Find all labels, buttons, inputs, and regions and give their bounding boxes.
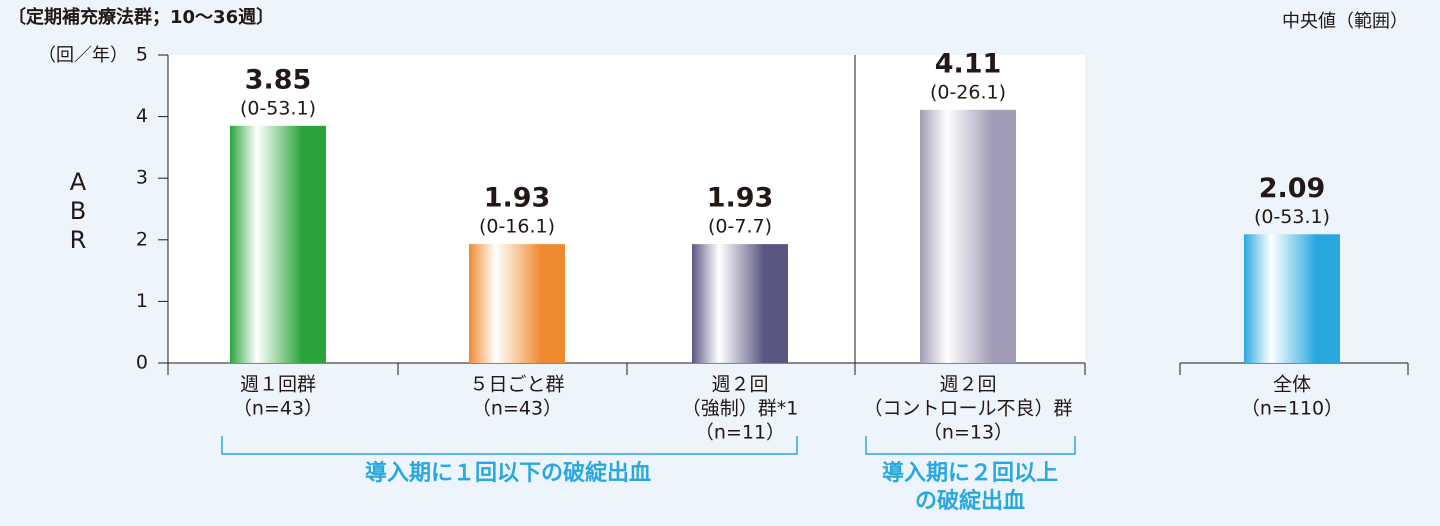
- bar: [692, 244, 788, 363]
- x-tick-label: （n=43）: [233, 398, 323, 420]
- value-label: 1.93: [707, 183, 774, 214]
- range-label: (0-7.7): [708, 216, 772, 238]
- x-tick-label: （強制）群*1: [682, 398, 799, 420]
- y-tick-label: 0: [136, 352, 148, 374]
- value-label: 3.85: [245, 64, 312, 95]
- value-label: 1.93: [484, 183, 551, 214]
- y-tick-label: 1: [136, 290, 148, 312]
- bar: [1244, 234, 1340, 363]
- legend-note: 中央値（範囲）: [1282, 11, 1408, 32]
- range-label: (0-16.1): [479, 216, 555, 238]
- y-tick-label: 3: [136, 167, 148, 189]
- x-tick-label: ５日ごと群: [469, 374, 564, 396]
- x-tick-label: （n=13）: [923, 422, 1013, 444]
- bar: [469, 244, 565, 363]
- x-tick-label: 全体: [1273, 374, 1311, 396]
- x-tick-label: 週１回群: [240, 374, 316, 396]
- bracket: [221, 436, 798, 455]
- value-label: 4.11: [935, 48, 1002, 79]
- y-unit: （回／年）: [38, 45, 128, 66]
- group-label: 導入期に２回以上: [882, 460, 1058, 486]
- x-tick-label: （n=43）: [472, 398, 562, 420]
- bar: [920, 109, 1016, 363]
- x-tick-label: 週２回: [711, 374, 768, 396]
- x-tick-label: 週２回: [939, 374, 996, 396]
- header: 〔定期補充療法群；10～36週〕: [8, 6, 274, 28]
- x-tick-label: （n=110）: [1241, 398, 1343, 420]
- bracket: [865, 436, 1076, 455]
- x-tick-label: （コントロール不良）群: [863, 398, 1072, 420]
- y-tick-label: 2: [136, 228, 148, 250]
- range-label: (0-26.1): [930, 81, 1006, 103]
- value-label: 2.09: [1259, 173, 1326, 204]
- group-label: 導入期に１回以下の破綻出血: [365, 460, 651, 486]
- x-ticks: [167, 363, 1409, 375]
- range-label: (0-53.1): [1254, 206, 1330, 228]
- range-label: (0-53.1): [240, 97, 316, 119]
- y-tick-label: 4: [136, 105, 148, 127]
- y-tick-label: 5: [136, 44, 148, 66]
- x-tick-label: （n=11）: [695, 422, 785, 444]
- bar: [230, 125, 326, 363]
- group-label: の破綻出血: [915, 488, 1025, 514]
